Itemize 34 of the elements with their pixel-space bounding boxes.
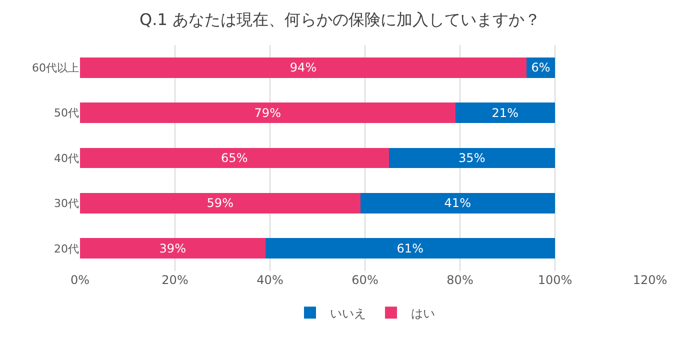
- data-label: 21%: [492, 106, 518, 120]
- x-tick-label: 100%: [538, 273, 572, 287]
- data-label: 35%: [458, 151, 486, 165]
- y-tick-label: 50代: [54, 106, 79, 120]
- bar: [360, 193, 555, 214]
- x-tick-label: 120%: [632, 273, 668, 287]
- bar: [80, 102, 456, 123]
- bar: [265, 238, 555, 259]
- chart-title: Q.1 あなたは現在、何らかの保険に加入していますか？: [140, 10, 540, 29]
- y-tick-label: 20代: [54, 242, 79, 256]
- x-tick-label: 80%: [446, 273, 474, 287]
- data-label: 65%: [221, 151, 248, 165]
- legend-label: はい: [411, 306, 435, 320]
- bar: [80, 148, 389, 168]
- y-tick-label: 60代以上: [32, 61, 79, 74]
- data-label: 59%: [206, 196, 234, 210]
- y-tick-label: 40代: [54, 152, 79, 165]
- bar: [80, 193, 360, 214]
- x-tick-label: 20%: [162, 273, 188, 287]
- x-tick-label: 0%: [70, 273, 90, 287]
- data-label: 41%: [444, 196, 471, 210]
- data-label: 6%: [531, 60, 550, 75]
- y-tick-label: 30代: [54, 197, 79, 210]
- data-label: 39%: [159, 241, 186, 256]
- bar: [455, 102, 555, 123]
- legend-label: いいえ: [330, 306, 366, 320]
- bar: [80, 238, 266, 259]
- data-label: 94%: [290, 60, 317, 75]
- bar: [388, 148, 555, 168]
- x-tick-label: 40%: [256, 273, 284, 287]
- x-tick-label: 60%: [352, 273, 378, 287]
- data-label: 61%: [396, 241, 424, 256]
- data-label: 79%: [254, 106, 281, 120]
- bar: [80, 57, 526, 78]
